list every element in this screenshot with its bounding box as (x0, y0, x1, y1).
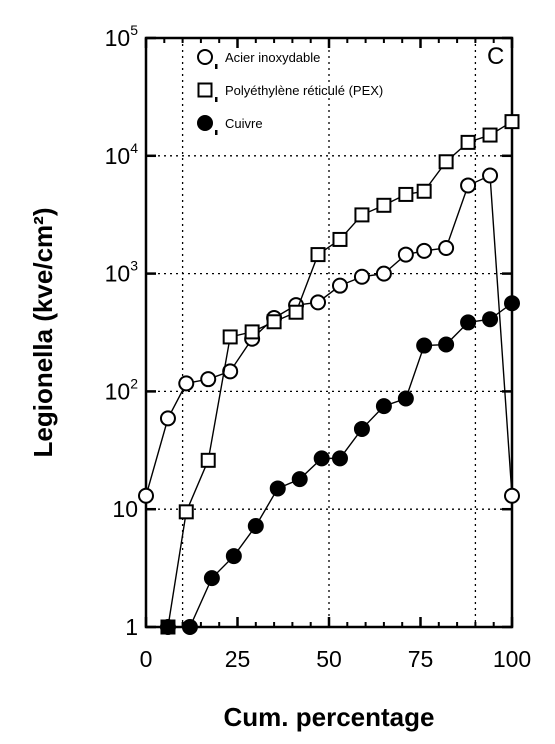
series-2-point (482, 127, 498, 143)
series-2-point (376, 197, 392, 213)
y-tick-exponent: 3 (130, 258, 138, 274)
legend-marker-3 (197, 115, 213, 131)
y-tick-label: 105 (105, 22, 139, 51)
legend: Acier inoxydable Polyéthylène réticulé (P… (197, 49, 383, 135)
series-3-point (353, 420, 370, 437)
legend-label-3: Cuivre (225, 116, 263, 131)
legend-marker-2 (197, 82, 213, 98)
series-1-point (353, 268, 370, 285)
series-3-point (416, 337, 433, 354)
grid (146, 38, 512, 627)
series-2-point (398, 186, 414, 202)
series-3-point (460, 314, 477, 331)
x-tick-label: 0 (140, 646, 153, 672)
series-3-point (504, 295, 520, 312)
legend-tick (215, 130, 218, 135)
y-tick-label: 104 (105, 140, 139, 169)
series-3-point (269, 480, 286, 497)
series-1-point (504, 487, 520, 504)
legend-label-1: Acier inoxydable (225, 50, 320, 65)
series-3-point (331, 450, 348, 467)
series-1-point (375, 265, 392, 282)
series-2-point (266, 314, 282, 330)
series-3-point (313, 450, 330, 467)
series-3-point (482, 311, 499, 328)
x-tick-label: 75 (408, 646, 434, 672)
series-3-point (375, 398, 392, 415)
series-1-point (178, 375, 195, 392)
series-1-point (310, 294, 327, 311)
series-2-point (244, 324, 260, 340)
y-tick-exponent: 5 (130, 22, 138, 38)
legend-tick (215, 97, 218, 102)
x-axis-title: Cum. percentage (224, 702, 435, 732)
series-2-point (222, 329, 238, 345)
series-3-point (181, 619, 198, 635)
series-1-point (200, 371, 217, 388)
series-2-point (504, 114, 520, 130)
series-1-point (397, 246, 414, 263)
series-2-point (200, 452, 216, 468)
data-series (138, 114, 520, 635)
series-2-point (178, 504, 194, 520)
x-tick-label: 50 (316, 646, 342, 672)
series-2-point (438, 154, 454, 170)
series-2-point (332, 231, 348, 247)
y-tick-exponent: 2 (130, 375, 138, 391)
series-2-point (416, 183, 432, 199)
y-axis-title: Legionella (kve/cm²) (28, 208, 58, 458)
x-tick-label: 25 (225, 646, 251, 672)
series-2-point (288, 304, 304, 320)
y-tick-label: 103 (105, 258, 139, 287)
series-3-point (159, 619, 176, 635)
x-tick-label: 100 (493, 646, 531, 672)
y-tick-exponent: 4 (130, 140, 138, 156)
series-3-point (247, 518, 264, 535)
legend-label-2: Polyéthylène réticulé (PEX) (225, 83, 383, 98)
panel-label: C (487, 43, 504, 70)
y-tick-label: 10 (112, 496, 138, 522)
series-3-point (438, 336, 455, 353)
series-2-line (167, 121, 513, 628)
series-2-point (460, 134, 476, 150)
series-1-point (416, 242, 433, 259)
legend-tick (215, 64, 218, 69)
series-1-point (331, 277, 348, 294)
series-3-point (397, 390, 414, 407)
series-1-point (460, 177, 477, 194)
series-1-point (438, 239, 455, 256)
y-tick-label: 1 (125, 614, 138, 640)
legend-marker-1 (197, 49, 213, 65)
y-tick-label: 102 (105, 375, 139, 404)
series-3 (159, 295, 520, 635)
series-2-point (310, 247, 326, 263)
series-1-point (159, 410, 176, 427)
series-1-point (222, 363, 239, 380)
series-2 (160, 114, 520, 635)
series-1-point (138, 487, 154, 504)
series-2-point (354, 207, 370, 223)
series-3-point (291, 471, 308, 488)
series-1-point (482, 167, 499, 184)
series-3-point (203, 570, 220, 587)
series-3-point (225, 548, 242, 565)
